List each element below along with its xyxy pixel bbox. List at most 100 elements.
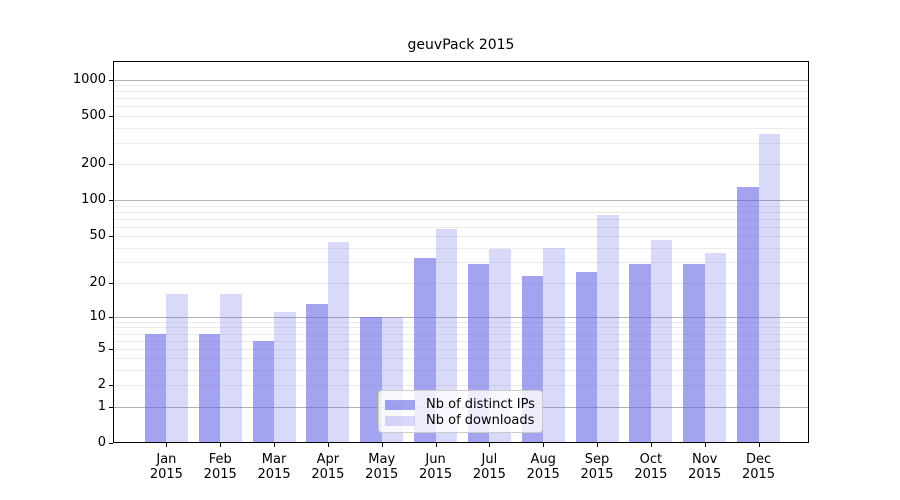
gridline-minor [114,340,808,342]
bar-distinct-ips [360,316,382,443]
x-tick-label: Oct 2015 [619,452,683,482]
x-tick-label: Mar 2015 [242,452,306,482]
bar-distinct-ips [144,333,167,443]
x-tick-label: Jul 2015 [457,452,521,482]
gridline-minor [114,106,808,108]
y-tick [109,348,113,350]
x-tick [327,443,329,447]
bar-distinct-ips [629,264,651,443]
y-tick [109,164,113,166]
x-tick [704,443,706,447]
bar-downloads [543,247,565,443]
x-tick [489,443,491,447]
x-tick-year: 2015 [634,467,668,482]
bar-distinct-ips [737,186,759,443]
chart-title: geuvPack 2015 [407,37,515,53]
bar-distinct-ips [683,264,705,443]
y-tick-label: 1000 [72,71,106,87]
gridline-minor [114,142,808,144]
bar-downloads [597,214,619,443]
legend-row-distinct-ips: Nb of distinct IPs [385,397,535,412]
x-tick-year: 2015 [688,467,722,482]
x-tick-label: Jan 2015 [134,452,198,482]
x-tick-month: May [368,452,396,467]
x-tick-year: 2015 [203,467,237,482]
legend-swatch-distinct-ips [385,399,415,410]
x-tick-year: 2015 [311,467,345,482]
y-tick [109,406,113,408]
x-tick-year: 2015 [741,467,776,482]
x-tick-label: Sep 2015 [565,452,629,482]
gridline-minor [114,164,808,166]
x-tick [220,443,222,447]
gridline-minor [114,282,808,284]
x-tick-month: Apr [316,452,340,467]
y-tick [109,79,113,81]
x-tick-month: Jan [156,452,177,467]
gridline-minor [114,358,808,360]
bar-distinct-ips [198,333,221,443]
gridline-minor [114,127,808,129]
x-tick-month: Feb [208,452,232,467]
x-tick-label: Aug 2015 [511,452,575,482]
x-tick [274,443,276,447]
legend-swatch-downloads [385,415,415,426]
gridline-major [114,79,808,81]
x-tick [381,443,383,447]
bar-distinct-ips [252,340,275,443]
gridline-minor [114,98,808,100]
bar-downloads [704,253,727,443]
x-tick-year: 2015 [257,467,291,482]
x-tick-month: Dec [745,452,772,467]
x-tick-year: 2015 [580,467,614,482]
y-tick [109,316,113,318]
gridline-minor [114,262,808,264]
gridline-minor [114,327,808,329]
bar-distinct-ips [575,271,598,443]
legend: Nb of distinct IPs Nb of downloads [378,390,543,433]
y-tick [109,282,113,284]
bar-downloads [166,293,188,443]
y-tick-label: 0 [97,435,106,450]
x-tick-label: Apr 2015 [296,452,360,482]
y-tick [109,116,113,117]
gridline-minor [114,218,808,220]
bar-downloads [758,133,781,443]
legend-row-downloads: Nb of downloads [385,413,534,428]
x-tick-label: May 2015 [350,452,414,482]
gridline-minor [114,385,808,387]
y-tick-label: 500 [81,108,106,123]
gridline-major [114,316,808,318]
y-tick [109,236,113,238]
gridline-minor [114,116,808,117]
gridline-minor [114,91,808,93]
x-tick-month: Nov [692,452,718,467]
x-tick [435,443,437,447]
x-tick-year: 2015 [365,467,399,482]
gridline-minor [114,348,808,350]
gridline-minor [114,247,808,249]
gridline-minor [114,211,808,213]
gridline-minor [114,236,808,238]
gridline-minor [114,85,808,87]
y-tick-label: 200 [81,156,106,172]
gridline-minor [114,205,808,207]
x-tick [758,443,760,447]
bar-downloads [327,241,350,443]
y-tick [109,443,113,444]
legend-label-distinct-ips: Nb of distinct IPs [426,397,535,412]
bar-downloads [435,229,458,443]
y-tick [109,200,113,202]
y-tick-label: 50 [89,228,106,244]
bar-distinct-ips [306,304,328,443]
gridline-minor [114,226,808,228]
x-tick-year: 2015 [472,467,506,482]
y-tick-label: 5 [97,340,106,356]
x-tick [166,443,168,447]
y-tick-label: 2 [97,377,106,393]
x-tick-month: Mar [261,452,287,467]
x-tick-month: Sep [584,452,610,467]
x-tick-label: Dec 2015 [727,452,791,482]
x-tick-year: 2015 [526,467,560,482]
